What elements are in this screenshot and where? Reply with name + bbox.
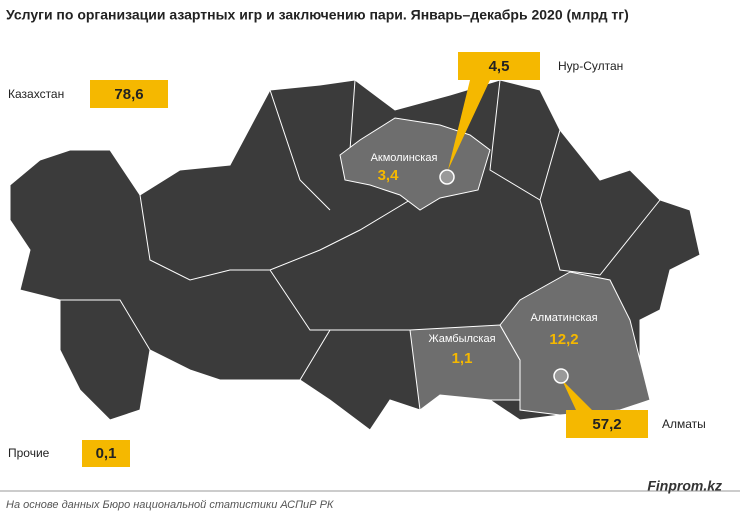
city-name: Алматы (662, 417, 706, 431)
other-value: 0,1 (96, 445, 117, 462)
callout-box (566, 410, 648, 438)
region-value: 3,4 (378, 167, 400, 184)
region-value: 12,2 (549, 331, 578, 348)
city-value: 57,2 (592, 416, 621, 433)
city-marker (553, 368, 569, 384)
city-name: Нур-Султан (558, 59, 623, 73)
total-label: Казахстан (8, 87, 64, 101)
region-value: 1,1 (452, 350, 473, 367)
total-value: 78,6 (114, 86, 143, 103)
callout-pointer (448, 80, 490, 170)
city-value: 4,5 (489, 58, 510, 75)
region-borders (60, 79, 661, 381)
region-akmola (339, 117, 491, 211)
other-box (82, 440, 130, 467)
region-name: Жамбылская (428, 333, 495, 345)
callout-box (458, 52, 540, 80)
source: На основе данных Бюро национальной стати… (6, 499, 334, 511)
region-almaty (499, 271, 651, 416)
city-marker (439, 169, 455, 185)
total-box (90, 80, 168, 108)
title: Услуги по организации азартных игр и зак… (6, 7, 629, 23)
brand: Finprom.kz (647, 478, 722, 494)
callout-pointer (562, 380, 592, 410)
region-name: Алматинская (530, 312, 597, 324)
other-label: Прочие (8, 446, 50, 460)
region-name: Акмолинская (371, 152, 438, 164)
